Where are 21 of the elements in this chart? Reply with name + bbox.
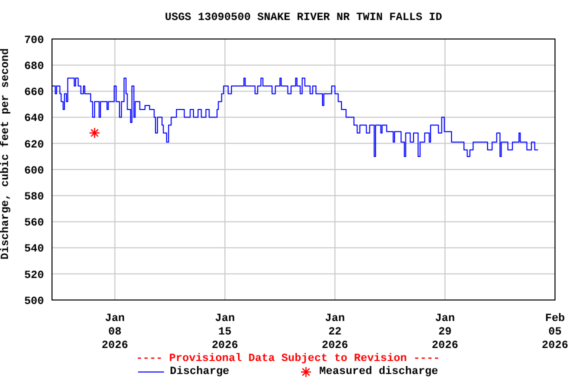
y-tick-label: 560 xyxy=(24,218,44,230)
x-tick-label: Jan 29 2026 xyxy=(432,313,458,352)
y-tick-label: 640 xyxy=(24,113,44,126)
chart-title: USGS 13090500 SNAKE RIVER NR TWIN FALLS ID xyxy=(164,12,444,24)
x-tick-label: Jan 15 2026 xyxy=(212,313,238,352)
y-tick-label: 660 xyxy=(24,87,44,100)
y-tick-label: 680 xyxy=(24,61,44,74)
x-tick-label: Feb 05 2026 xyxy=(542,313,568,352)
text: ---- Provisional Data Subject to Revision ---- xyxy=(135,353,441,365)
y-tick-label: 580 xyxy=(24,192,44,204)
x-tick-label: Jan 08 2026 xyxy=(102,313,128,352)
y-tick-label: 600 xyxy=(24,165,44,178)
legend-label: Discharge xyxy=(170,366,230,378)
y-tick-label: 540 xyxy=(24,244,44,256)
y-axis-title: Discharge, cubic feet per second xyxy=(0,48,12,260)
y-tick-label: 700 xyxy=(24,34,44,47)
legend-label: Measured discharge xyxy=(319,366,438,378)
y-tick-label: 520 xyxy=(24,270,44,282)
x-tick-label: Jan 22 2026 xyxy=(322,313,348,352)
y-tick-label: 620 xyxy=(24,139,44,152)
y-tick-label: 500 xyxy=(24,296,44,308)
